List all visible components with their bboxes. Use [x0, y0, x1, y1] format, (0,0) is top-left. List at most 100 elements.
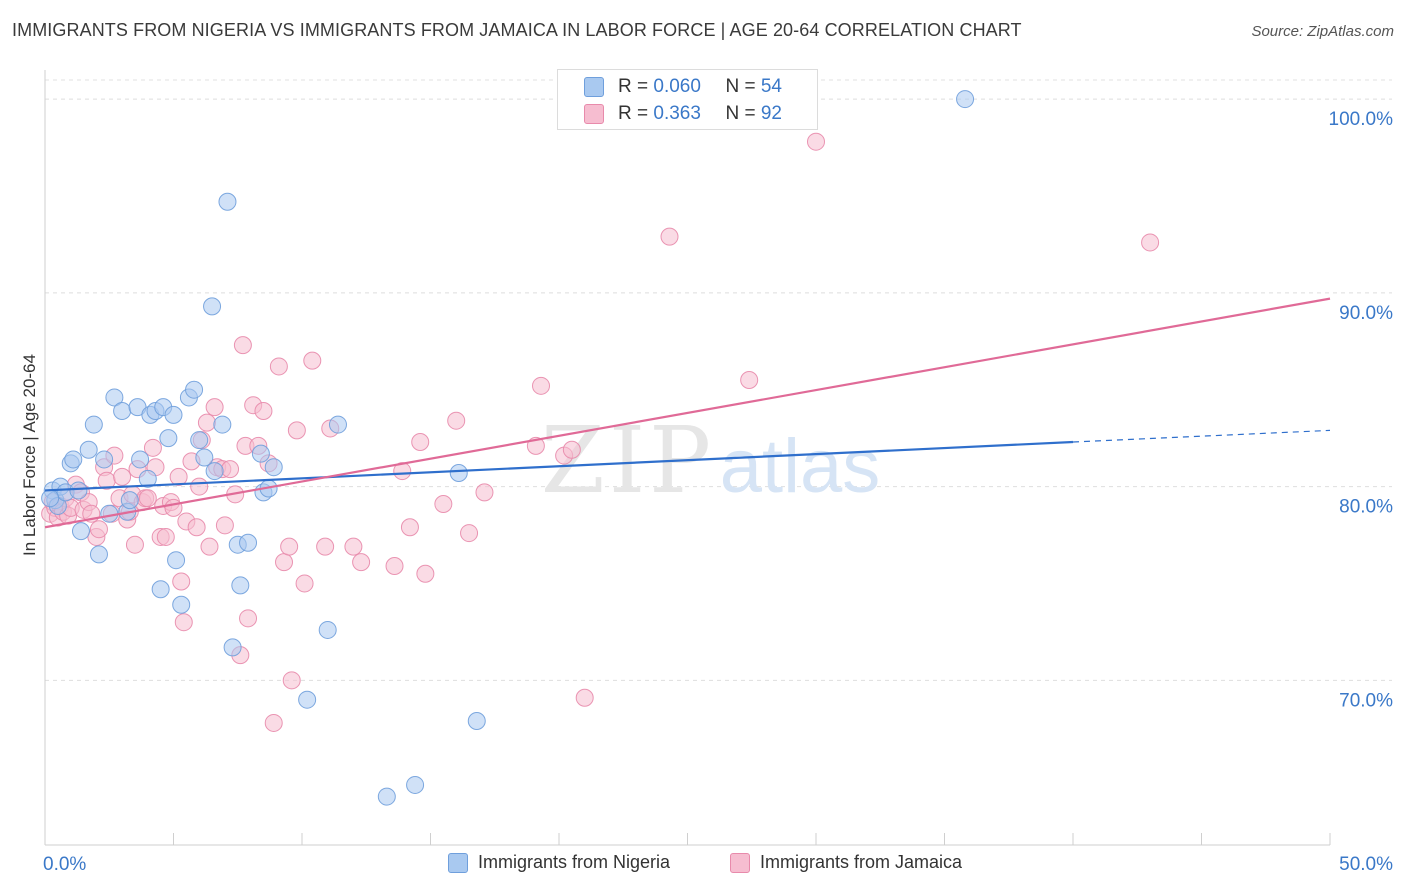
- legend-label-nigeria: Immigrants from Nigeria: [478, 852, 671, 872]
- jamaica-point: [532, 376, 551, 395]
- nigeria-point: [406, 775, 425, 794]
- jamaica-point: [187, 518, 206, 537]
- stats-swatch-jamaica: [584, 104, 604, 124]
- jamaica-point: [164, 498, 183, 517]
- nigeria-point: [213, 415, 232, 434]
- jamaica-point: [169, 467, 188, 486]
- jamaica-point: [269, 357, 288, 376]
- jamaica-point: [1141, 233, 1160, 252]
- nigeria-point: [41, 489, 60, 508]
- watermark-atlas: atlas: [720, 424, 881, 509]
- jamaica-point: [393, 462, 412, 481]
- nigeria-point: [467, 712, 486, 730]
- jamaica-point: [156, 527, 175, 546]
- jamaica-point: [447, 411, 466, 430]
- x-tick-label: 0.0%: [43, 854, 86, 875]
- stats-swatch-nigeria: [584, 77, 604, 97]
- r-label: R =: [618, 103, 654, 124]
- nigeria-point: [89, 545, 108, 564]
- jamaica-point: [460, 524, 479, 543]
- legend-swatch-jamaica: [730, 852, 750, 873]
- y-tick-label: 80.0%: [1339, 497, 1393, 518]
- nigeria-point: [167, 551, 186, 570]
- jamaica-point: [660, 227, 679, 246]
- y-tick-label: 70.0%: [1339, 690, 1393, 711]
- nigeria-point: [69, 481, 88, 500]
- nigeria-point: [223, 638, 242, 657]
- nigeria-point: [190, 431, 209, 450]
- jamaica-point: [89, 520, 108, 539]
- jamaica-point: [344, 537, 363, 556]
- jamaica-point: [303, 351, 322, 370]
- n-value-jamaica: 92: [760, 103, 782, 124]
- n-value-nigeria: 54: [760, 76, 782, 97]
- jamaica-point: [172, 572, 191, 591]
- nigeria-point: [71, 522, 90, 541]
- nigeria-point: [131, 450, 150, 469]
- nigeria-point: [164, 405, 183, 424]
- nigeria-point: [64, 450, 83, 469]
- jamaica-point: [475, 483, 494, 502]
- nigeria-point: [195, 448, 214, 467]
- nigeria-point: [172, 595, 191, 614]
- axes: [44, 70, 1331, 846]
- nigeria-point: [298, 690, 317, 709]
- jamaica-point: [562, 440, 581, 459]
- jamaica-point: [434, 495, 453, 513]
- jamaica-point: [264, 713, 283, 732]
- jamaica-point: [125, 535, 144, 554]
- nigeria-point: [231, 576, 250, 595]
- jamaica-point: [385, 557, 404, 575]
- nigeria-point: [251, 444, 270, 463]
- jamaica-point: [215, 516, 234, 535]
- jamaica-point: [138, 489, 157, 508]
- stats-legend: R = 0.060 N = 54 R = 0.363 N = 92: [557, 69, 818, 130]
- jamaica-point: [113, 467, 132, 486]
- nigeria-point: [264, 458, 283, 477]
- jamaica-point: [295, 574, 314, 593]
- nigeria-point: [159, 429, 178, 448]
- legend-item-jamaica[interactable]: Immigrants from Jamaica: [730, 852, 962, 873]
- nigeria-point: [956, 90, 975, 109]
- nigeria-point: [138, 469, 157, 488]
- nigeria-point: [218, 192, 237, 211]
- watermark: ZIP atlas: [541, 407, 880, 514]
- jamaica-point: [282, 671, 301, 690]
- nigeria-point: [318, 620, 337, 639]
- jamaica-point: [190, 477, 209, 496]
- nigeria-point: [205, 462, 224, 481]
- nigeria-point: [79, 440, 98, 459]
- trend-line-nigeria: [44, 440, 1074, 492]
- n-label: N =: [725, 76, 761, 97]
- jamaica-point: [316, 537, 335, 556]
- x-tick-labels: 0.0% 50.0%: [43, 854, 1393, 875]
- jamaica-point: [575, 688, 594, 707]
- legend-swatch-nigeria: [448, 852, 468, 873]
- source-label: Source: ZipAtlas.com: [1251, 23, 1394, 40]
- trend-lines: [44, 297, 1331, 529]
- jamaica-point: [280, 537, 299, 556]
- jamaica-point: [205, 398, 224, 417]
- jamaica-point: [233, 336, 252, 355]
- nigeria-point: [120, 491, 139, 510]
- jamaica-point: [197, 413, 216, 432]
- jamaica-point: [411, 433, 430, 451]
- y-tick-label: 100.0%: [1329, 109, 1394, 130]
- jamaica-point: [807, 132, 825, 151]
- nigeria-point: [328, 415, 347, 434]
- legend-item-nigeria[interactable]: Immigrants from Nigeria: [448, 852, 670, 873]
- trend-line-nigeria-extension: [1072, 429, 1331, 443]
- nigeria-point: [239, 533, 258, 552]
- jamaica-point: [143, 438, 162, 457]
- legend-label-jamaica: Immigrants from Jamaica: [760, 852, 963, 872]
- jamaica-point: [287, 421, 306, 440]
- jamaica-point: [174, 613, 193, 632]
- n-label: N =: [725, 103, 761, 124]
- nigeria-point: [449, 464, 468, 482]
- jamaica-point: [416, 564, 435, 583]
- nigeria-point: [151, 580, 170, 599]
- nigeria-point: [113, 402, 132, 420]
- y-tick-label: 90.0%: [1339, 303, 1393, 324]
- trend-line-jamaica: [44, 297, 1331, 529]
